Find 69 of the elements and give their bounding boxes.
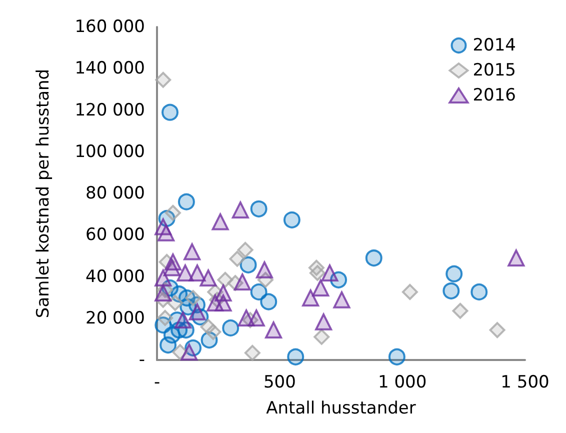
legend-label: 2014 <box>472 36 516 56</box>
point <box>178 193 195 210</box>
point <box>214 294 232 312</box>
point <box>244 344 260 361</box>
point <box>154 284 172 302</box>
point <box>164 204 181 221</box>
point <box>315 313 332 330</box>
legend-label: 2016 <box>472 86 516 106</box>
point <box>163 259 180 276</box>
point <box>158 224 175 242</box>
y-tick-label: 120 000 <box>74 100 145 120</box>
point <box>234 273 251 290</box>
point <box>157 310 174 326</box>
point <box>180 344 198 361</box>
point <box>442 282 460 300</box>
x-tick-label: 1 000 <box>378 372 427 392</box>
point <box>154 270 172 286</box>
point <box>232 201 249 218</box>
y-axis-title: Samlet kostnad per husstand <box>34 68 54 318</box>
y-tick-label: 140 000 <box>74 58 145 79</box>
point <box>155 72 172 88</box>
point <box>333 291 350 308</box>
point <box>188 303 206 320</box>
point <box>229 250 246 267</box>
x-tick-label: - <box>154 372 160 392</box>
point <box>508 250 525 267</box>
point <box>452 302 468 319</box>
point <box>160 336 177 354</box>
point <box>287 348 304 366</box>
point <box>314 328 330 345</box>
y-tick-label: 160 000 <box>74 17 145 37</box>
y-tick-label: 20 000 <box>86 308 145 328</box>
point <box>162 104 179 121</box>
point <box>470 283 488 300</box>
point <box>240 256 257 274</box>
y-tick-label: 40 000 <box>86 266 145 287</box>
point <box>446 265 463 282</box>
point <box>237 242 254 258</box>
x-tick-label: 500 <box>263 372 296 392</box>
point <box>283 211 300 228</box>
point <box>302 289 320 306</box>
y-tick-label: 60 000 <box>86 225 145 246</box>
point <box>200 270 217 286</box>
point <box>188 264 206 282</box>
point <box>321 264 338 282</box>
point <box>250 200 268 218</box>
point <box>489 322 506 338</box>
point <box>265 322 282 339</box>
y-tick-label: 100 000 <box>74 142 145 162</box>
point <box>185 290 202 306</box>
point <box>174 312 192 329</box>
y-tick-label: 80 000 <box>86 184 145 204</box>
point <box>205 324 222 340</box>
point <box>402 284 418 300</box>
y-tick-label: - <box>138 350 145 370</box>
point <box>167 294 184 311</box>
point <box>248 309 265 326</box>
x-axis-title: Antall husstander <box>266 398 416 418</box>
point <box>260 293 278 310</box>
point <box>388 348 406 366</box>
point <box>365 250 382 267</box>
point <box>184 243 201 260</box>
point <box>312 279 330 296</box>
x-tick-label: 1 500 <box>500 372 550 392</box>
legend-label: 2015 <box>472 60 516 80</box>
point <box>222 319 240 336</box>
point <box>212 213 229 230</box>
point <box>256 261 273 278</box>
point <box>309 265 326 282</box>
